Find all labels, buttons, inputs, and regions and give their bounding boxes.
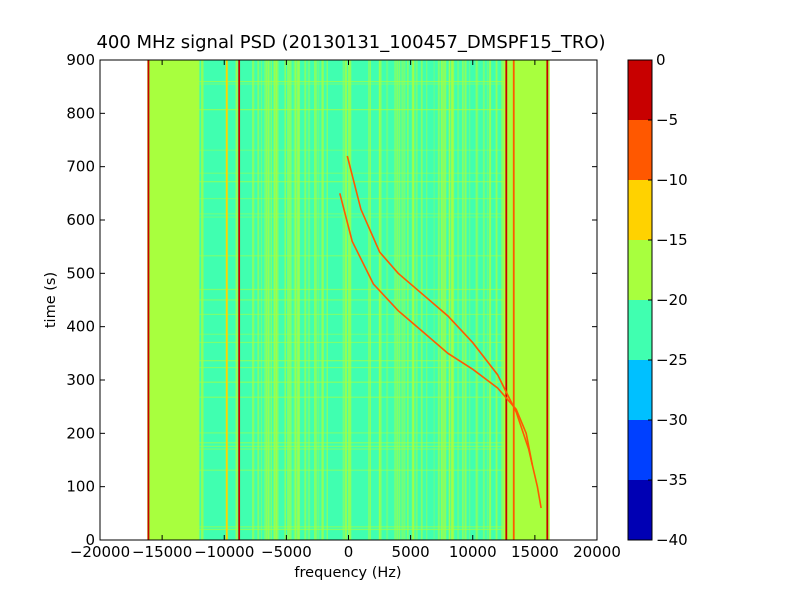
psd-noise-row (199, 366, 504, 369)
x-tick-label: 15000 (511, 543, 559, 561)
psd-noise-row (199, 381, 504, 383)
colorbar-segment (628, 60, 652, 120)
colorbar-segment (628, 120, 652, 180)
colorbar-segment (628, 180, 652, 240)
colorbar-segment (628, 300, 652, 360)
psd-noise-row (199, 255, 504, 257)
psd-noise-row (199, 149, 504, 151)
psd-noise-row (199, 80, 504, 83)
y-axis: 0 100 200 300 400 500 600 700 800 900 (66, 51, 597, 549)
x-tick-label: 5000 (392, 543, 430, 561)
psd-noise-row (199, 528, 504, 531)
colorbar-segment (628, 240, 652, 300)
psd-noise-row (199, 333, 504, 335)
x-axis: −20000 −15000 −10000 −5000 0 5000 10000 15000 20… (70, 60, 621, 561)
colorbar-segment (628, 480, 652, 540)
colorbar-tick-label: −40 (656, 531, 688, 549)
psd-noise-row (199, 469, 504, 471)
x-tick-label: −15000 (132, 543, 192, 561)
x-tick-label: 0 (344, 543, 354, 561)
x-axis-label: frequency (Hz) (294, 565, 401, 581)
psd-noise-row (199, 83, 504, 85)
psd-noise-row (199, 109, 504, 111)
y-tick-label: 900 (66, 51, 95, 69)
y-tick-label: 200 (66, 424, 95, 442)
psd-noise-row (199, 213, 504, 215)
psd-noise-row (199, 299, 504, 301)
colorbar-segment (628, 420, 652, 480)
y-tick-label: 300 (66, 371, 95, 389)
y-tick-label: 700 (66, 158, 95, 176)
x-tick-label: −20000 (70, 543, 130, 561)
colorbar-tick-label: −15 (656, 231, 688, 249)
colorbar-segment (628, 360, 652, 420)
psd-noise-row (199, 396, 504, 398)
psd-noise-row (199, 216, 504, 218)
psd-noise-row (199, 445, 504, 447)
psd-noise-row (199, 448, 504, 450)
y-tick-label: 500 (66, 264, 95, 282)
psd-noise-row (199, 181, 504, 183)
colorbar: −40 −35 −30 −25 −20 −15 −10 −5 0 (627, 51, 688, 549)
x-tick-label: −10000 (194, 543, 254, 561)
y-axis-label: time (s) (43, 272, 59, 328)
y-tick-label: 400 (66, 318, 95, 336)
colorbar-tick-label: −10 (656, 171, 688, 189)
colorbar-tick-label: −20 (656, 291, 688, 309)
x-tick-label: −5000 (261, 543, 312, 561)
colorbar-tick-label: −30 (656, 411, 688, 429)
psd-noise-row (199, 341, 504, 344)
y-tick-label: 600 (66, 211, 95, 229)
psd-noise-row (199, 288, 504, 291)
psd-noise-row (199, 313, 504, 316)
plot-area (99, 59, 598, 541)
colorbar-tick-label: −25 (656, 351, 688, 369)
psd-noise-row (199, 442, 504, 444)
heatmap-layer (147, 60, 550, 540)
psd-noise-row (199, 360, 504, 362)
psd-noise-row (199, 432, 504, 434)
x-tick-label: 20000 (573, 543, 621, 561)
psd-noise-row (199, 526, 504, 528)
chart-title: 400 MHz signal PSD (20130131_100457_DMSP… (96, 32, 605, 53)
psd-noise-row (199, 197, 504, 200)
doppler-curve (339, 193, 534, 466)
colorbar-tick-label: 0 (656, 51, 666, 69)
x-tick-label: 10000 (449, 543, 497, 561)
y-tick-label: 100 (66, 478, 95, 496)
y-tick-label: 0 (85, 531, 95, 549)
colorbar-tick-label: −5 (656, 111, 678, 129)
colorbar-tick-label: −35 (656, 471, 688, 489)
y-tick-label: 800 (66, 104, 95, 122)
